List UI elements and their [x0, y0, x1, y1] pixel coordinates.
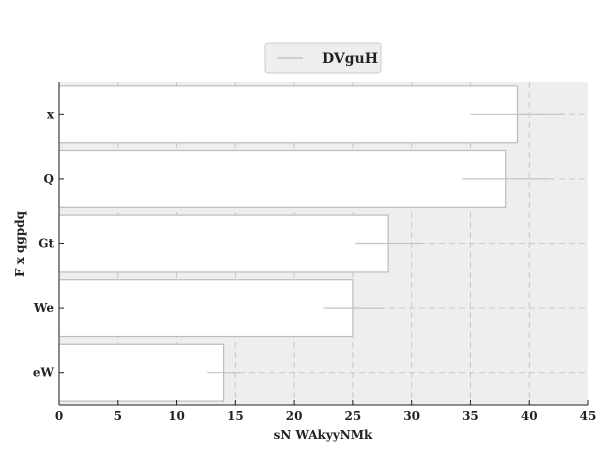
bar-x	[58, 85, 519, 144]
bar-Gt	[58, 214, 389, 273]
x-tick-label: 35	[462, 409, 479, 423]
y-tick-label: x	[47, 107, 55, 121]
y-tick-label: We	[33, 301, 54, 315]
plot-area: 0 5 10 15 20 25 30 35 40 45 x Q Gt We eW	[33, 82, 596, 423]
x-tick-label: 20	[286, 409, 303, 423]
y-tick-label: eW	[33, 366, 55, 380]
legend-label: DVguH	[322, 51, 378, 67]
legend: DVguH	[264, 42, 382, 74]
x-tick-label: 0	[55, 409, 63, 423]
x-axis-label: sN WAkyyNMk	[274, 428, 373, 442]
x-tick-label: 30	[403, 409, 420, 423]
y-tick-label: Q	[44, 172, 54, 186]
x-tick-label: 45	[580, 409, 597, 423]
legend-box	[264, 42, 382, 74]
bar-Q	[58, 149, 507, 208]
x-tick-label: 10	[168, 409, 185, 423]
x-tick-label: 5	[114, 409, 122, 423]
y-tick-label: Gt	[38, 237, 54, 251]
bar-eW	[58, 343, 225, 402]
y-axis-label: F x qgpdq	[13, 210, 27, 277]
x-tick-label: 25	[345, 409, 362, 423]
x-tick-label: 40	[521, 409, 538, 423]
bar-We	[58, 279, 354, 338]
x-tick-label: 15	[227, 409, 244, 423]
